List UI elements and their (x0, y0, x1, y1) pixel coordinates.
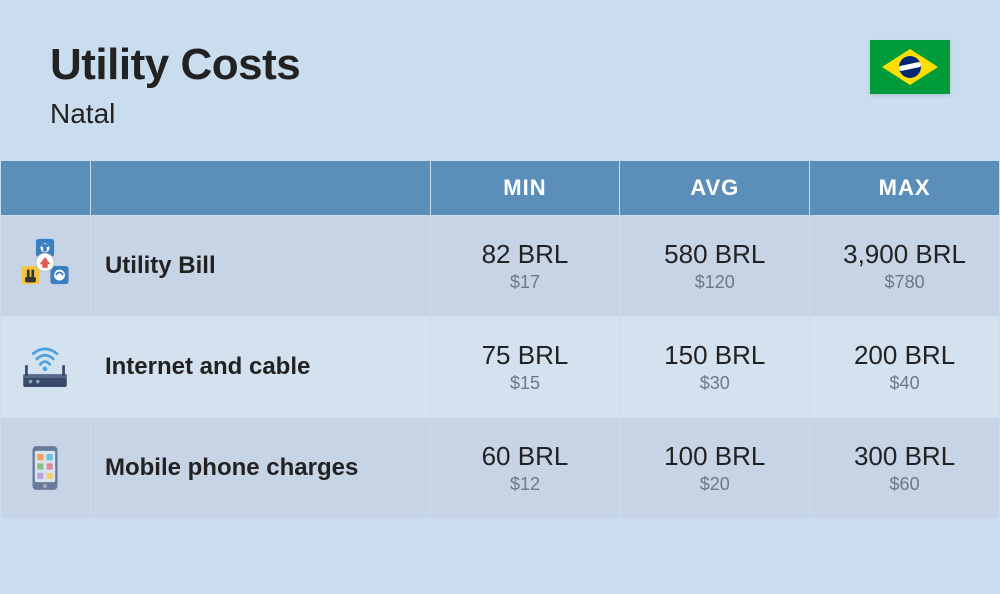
value-brl: 150 BRL (628, 340, 801, 371)
col-max: MAX (810, 161, 1000, 216)
title-block: Utility Costs Natal (50, 40, 300, 130)
col-icon (1, 161, 91, 216)
col-avg: AVG (620, 161, 810, 216)
row-label: Utility Bill (90, 216, 430, 317)
value-usd: $15 (439, 373, 612, 394)
cell-max: 300 BRL $60 (810, 418, 1000, 519)
utility-bill-icon (15, 236, 75, 296)
row-icon-cell (1, 216, 91, 317)
value-usd: $30 (628, 373, 801, 394)
row-label: Internet and cable (90, 317, 430, 418)
table-row: Utility Bill 82 BRL $17 580 BRL $120 3,9… (1, 216, 1000, 317)
utility-costs-table: MIN AVG MAX (0, 160, 1000, 519)
value-usd: $120 (628, 272, 801, 293)
value-brl: 82 BRL (439, 239, 612, 270)
cell-avg: 150 BRL $30 (620, 317, 810, 418)
page-subtitle: Natal (50, 98, 300, 130)
value-brl: 580 BRL (628, 239, 801, 270)
value-usd: $780 (818, 272, 991, 293)
cell-min: 82 BRL $17 (430, 216, 620, 317)
value-usd: $20 (628, 474, 801, 495)
value-brl: 300 BRL (818, 441, 991, 472)
value-usd: $40 (818, 373, 991, 394)
router-icon (15, 337, 75, 397)
row-label: Mobile phone charges (90, 418, 430, 519)
value-brl: 3,900 BRL (818, 239, 991, 270)
table-row: Internet and cable 75 BRL $15 150 BRL $3… (1, 317, 1000, 418)
cell-avg: 580 BRL $120 (620, 216, 810, 317)
value-usd: $17 (439, 272, 612, 293)
table-header-row: MIN AVG MAX (1, 161, 1000, 216)
table-row: Mobile phone charges 60 BRL $12 100 BRL … (1, 418, 1000, 519)
col-min: MIN (430, 161, 620, 216)
row-icon-cell (1, 317, 91, 418)
mobile-phone-icon (15, 438, 75, 498)
row-icon-cell (1, 418, 91, 519)
value-brl: 200 BRL (818, 340, 991, 371)
value-usd: $12 (439, 474, 612, 495)
cell-max: 200 BRL $40 (810, 317, 1000, 418)
value-brl: 100 BRL (628, 441, 801, 472)
brazil-flag-icon (870, 40, 950, 94)
col-label (90, 161, 430, 216)
cell-min: 75 BRL $15 (430, 317, 620, 418)
page-title: Utility Costs (50, 40, 300, 90)
cell-avg: 100 BRL $20 (620, 418, 810, 519)
value-usd: $60 (818, 474, 991, 495)
header: Utility Costs Natal (0, 0, 1000, 160)
value-brl: 75 BRL (439, 340, 612, 371)
value-brl: 60 BRL (439, 441, 612, 472)
cell-min: 60 BRL $12 (430, 418, 620, 519)
cell-max: 3,900 BRL $780 (810, 216, 1000, 317)
